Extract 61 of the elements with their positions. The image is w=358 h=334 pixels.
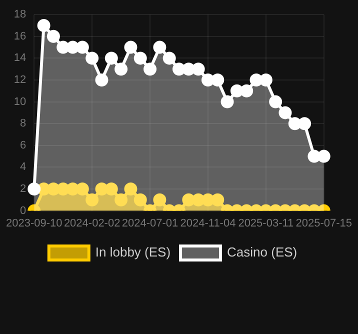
point: [56, 40, 70, 54]
point: [192, 62, 205, 76]
point: [124, 40, 138, 54]
point: [46, 182, 60, 196]
x-tick-label: 2025-03-11: [238, 217, 294, 230]
point: [220, 95, 234, 108]
legend-label: Casino (ES): [227, 244, 298, 260]
point: [28, 182, 41, 196]
point: [317, 150, 330, 163]
point: [230, 84, 244, 98]
point: [95, 74, 108, 86]
point: [308, 150, 321, 163]
point: [269, 95, 282, 108]
x-tick-label: 2024-07-01: [122, 217, 178, 230]
point: [201, 193, 214, 206]
point: [114, 193, 128, 206]
y-tick-label: 8: [20, 118, 26, 130]
point: [162, 52, 176, 65]
y-tick-label: 16: [14, 30, 26, 42]
point: [86, 52, 99, 65]
point: [201, 74, 214, 86]
point: [114, 62, 128, 76]
point: [182, 62, 196, 76]
point: [240, 84, 254, 98]
x-tick-label: 2024-11-04: [180, 217, 236, 230]
x-tick-label: 2024-02-02: [64, 217, 120, 230]
y-tick-label: 18: [14, 8, 26, 21]
point: [104, 182, 118, 196]
point: [211, 193, 224, 206]
legend-label: In lobby (ES): [95, 244, 171, 260]
point: [288, 117, 302, 130]
x-tick-label: 2025-07-15: [296, 217, 352, 230]
point: [56, 182, 70, 196]
point: [153, 193, 166, 206]
point: [134, 52, 147, 65]
point: [76, 182, 89, 196]
y-tick-label: 10: [14, 96, 26, 108]
point: [86, 193, 99, 206]
point: [172, 62, 186, 76]
point: [259, 74, 272, 86]
point: [182, 193, 196, 206]
y-tick-label: 0: [20, 204, 26, 217]
y-tick-label: 6: [20, 139, 26, 152]
point: [153, 40, 166, 54]
y-tick-label: 4: [20, 161, 26, 174]
point: [144, 62, 157, 76]
point: [250, 74, 263, 86]
point: [298, 117, 312, 130]
point: [46, 30, 60, 43]
point: [192, 193, 205, 206]
point: [104, 52, 118, 65]
point: [76, 40, 89, 54]
y-tick-label: 2: [20, 183, 26, 196]
point: [37, 19, 50, 32]
point: [211, 74, 224, 86]
y-tick-label: 14: [14, 52, 26, 64]
point: [278, 106, 292, 120]
point: [124, 182, 138, 196]
y-tick-label: 12: [14, 74, 26, 86]
point: [134, 193, 147, 206]
x-tick-label: 2023-09-10: [6, 217, 62, 230]
